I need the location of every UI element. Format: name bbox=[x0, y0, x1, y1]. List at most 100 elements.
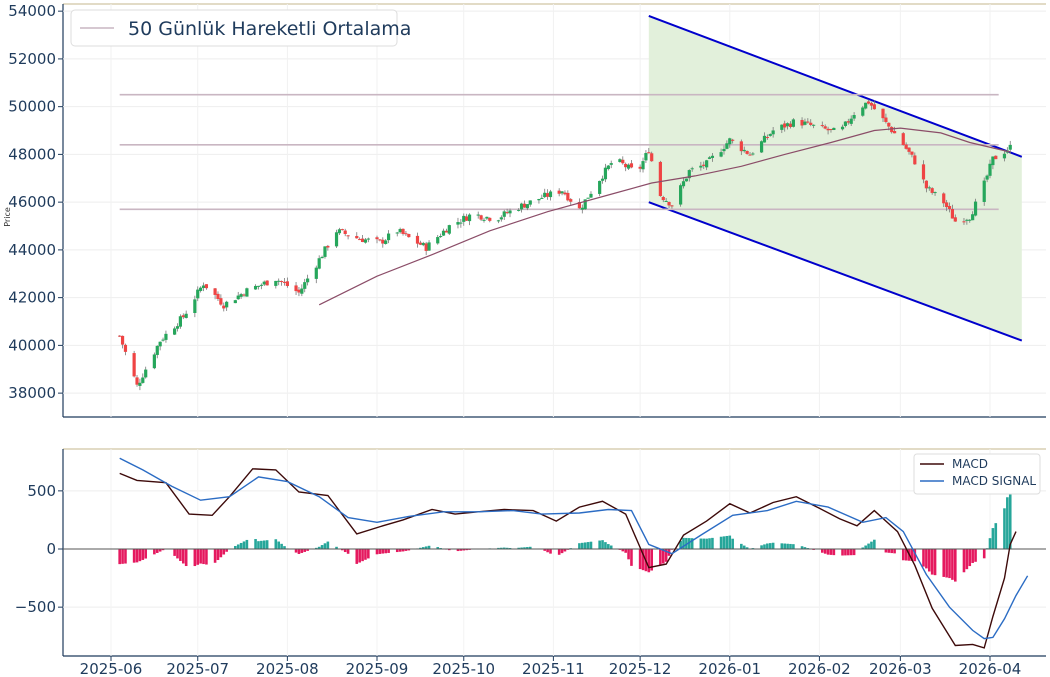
candle-up bbox=[771, 130, 775, 135]
histogram-bar-negative bbox=[121, 549, 124, 564]
histogram-bar-negative bbox=[650, 549, 654, 571]
macd-legend-box bbox=[913, 453, 1041, 495]
histogram-bar-negative bbox=[925, 549, 928, 569]
histogram-bar-positive bbox=[280, 543, 283, 550]
candle-up bbox=[586, 197, 590, 199]
candle-down bbox=[800, 119, 804, 126]
date-x-tick-label: 2026-02 bbox=[788, 660, 851, 677]
candle-up bbox=[780, 124, 784, 130]
histogram-bar-positive bbox=[719, 536, 723, 550]
histogram-bar-negative bbox=[144, 549, 147, 559]
histogram-bar-negative bbox=[826, 549, 830, 555]
candle-down bbox=[788, 123, 793, 127]
candle-down bbox=[884, 117, 888, 122]
candle-up bbox=[606, 165, 610, 170]
candle-up bbox=[603, 167, 608, 180]
histogram-bar-negative bbox=[141, 549, 145, 560]
candle-up bbox=[600, 178, 605, 181]
candle-down bbox=[378, 239, 382, 241]
histogram-bar-positive bbox=[277, 541, 281, 550]
candle-up bbox=[239, 294, 243, 297]
histogram-bar-positive bbox=[236, 544, 240, 550]
histogram-bar-negative bbox=[630, 549, 633, 566]
candle-down bbox=[731, 139, 735, 141]
histogram-bar-negative bbox=[638, 549, 642, 570]
candle-up bbox=[482, 219, 486, 221]
histogram-bar-negative bbox=[225, 549, 228, 552]
histogram-bar-positive bbox=[419, 547, 422, 550]
histogram-bar-negative bbox=[621, 549, 625, 552]
candle-up bbox=[1008, 144, 1012, 150]
candle-up bbox=[337, 229, 342, 234]
histogram-bar-positive bbox=[335, 546, 338, 550]
histogram-bar-negative bbox=[219, 549, 223, 558]
histogram-bar-negative bbox=[387, 549, 390, 553]
candle-down bbox=[667, 201, 671, 206]
macd-signal-legend-label: MACD SIGNAL bbox=[952, 474, 1036, 488]
histogram-bar-negative bbox=[407, 549, 411, 551]
histogram-bar-negative bbox=[381, 549, 385, 554]
candle-up bbox=[785, 123, 790, 127]
date-x-tick-label: 2025-11 bbox=[522, 660, 585, 677]
candle-down bbox=[566, 192, 570, 201]
histogram-bar-negative bbox=[841, 549, 844, 556]
candle-down bbox=[340, 229, 344, 231]
histogram-bar-positive bbox=[742, 545, 746, 550]
candle-up bbox=[728, 138, 732, 145]
price-legend-label: 50 Günlük Hareketli Ortalama bbox=[128, 18, 411, 40]
histogram-bar-positive bbox=[679, 540, 682, 550]
candle-up bbox=[161, 339, 165, 341]
histogram-bar-negative bbox=[546, 549, 549, 553]
candle-up bbox=[158, 341, 162, 347]
candle-up bbox=[502, 211, 506, 217]
histogram-bar-negative bbox=[161, 549, 165, 551]
candle-up bbox=[175, 326, 180, 329]
histogram-bar-positive bbox=[500, 547, 503, 550]
candle-up bbox=[456, 222, 460, 225]
candle-down bbox=[910, 151, 914, 155]
candle-up bbox=[852, 115, 856, 119]
candle-up bbox=[459, 222, 463, 224]
candlesticks bbox=[118, 99, 1012, 391]
candle-down bbox=[650, 153, 654, 162]
histogram-bar-negative bbox=[294, 549, 298, 553]
candle-up bbox=[245, 288, 249, 297]
candle-down bbox=[401, 228, 405, 234]
date-x-tick-label: 2025-10 bbox=[432, 660, 495, 677]
candle-up bbox=[751, 153, 755, 155]
candle-up bbox=[317, 258, 321, 269]
candle-up bbox=[1002, 153, 1007, 159]
histogram-bar-positive bbox=[682, 537, 685, 550]
histogram-bar-positive bbox=[323, 543, 327, 550]
candle-down bbox=[375, 237, 379, 240]
histogram-bar-negative bbox=[647, 549, 651, 573]
candle-down bbox=[118, 335, 122, 337]
macd-grid bbox=[63, 449, 1046, 656]
histogram-bar-negative bbox=[965, 549, 969, 570]
histogram-bar-negative bbox=[395, 549, 399, 553]
candle-up bbox=[334, 232, 339, 247]
candle-down bbox=[297, 289, 301, 293]
candle-down bbox=[748, 154, 752, 156]
histogram-bar-negative bbox=[930, 549, 934, 575]
histogram-bar-negative bbox=[884, 549, 888, 553]
histogram-bar-negative bbox=[820, 549, 824, 553]
candle-up bbox=[864, 102, 868, 109]
candle-up bbox=[427, 242, 431, 251]
histogram-bar-positive bbox=[609, 545, 613, 550]
candle-up bbox=[933, 192, 937, 194]
histogram-bar-negative bbox=[367, 549, 370, 559]
candle-up bbox=[626, 164, 631, 169]
histogram-bar-negative bbox=[893, 549, 896, 554]
candle-up bbox=[508, 210, 512, 214]
macd-y-tick-label: 0 bbox=[46, 540, 56, 558]
histogram-bar-negative bbox=[954, 549, 957, 582]
candle-up bbox=[421, 242, 425, 246]
histogram-bar-negative bbox=[297, 549, 301, 554]
candle-up bbox=[759, 141, 764, 153]
price-y-tick-label: 44000 bbox=[8, 241, 56, 259]
candle-down bbox=[219, 298, 223, 305]
candle-up bbox=[363, 239, 368, 243]
histogram-bar-negative bbox=[945, 549, 948, 578]
